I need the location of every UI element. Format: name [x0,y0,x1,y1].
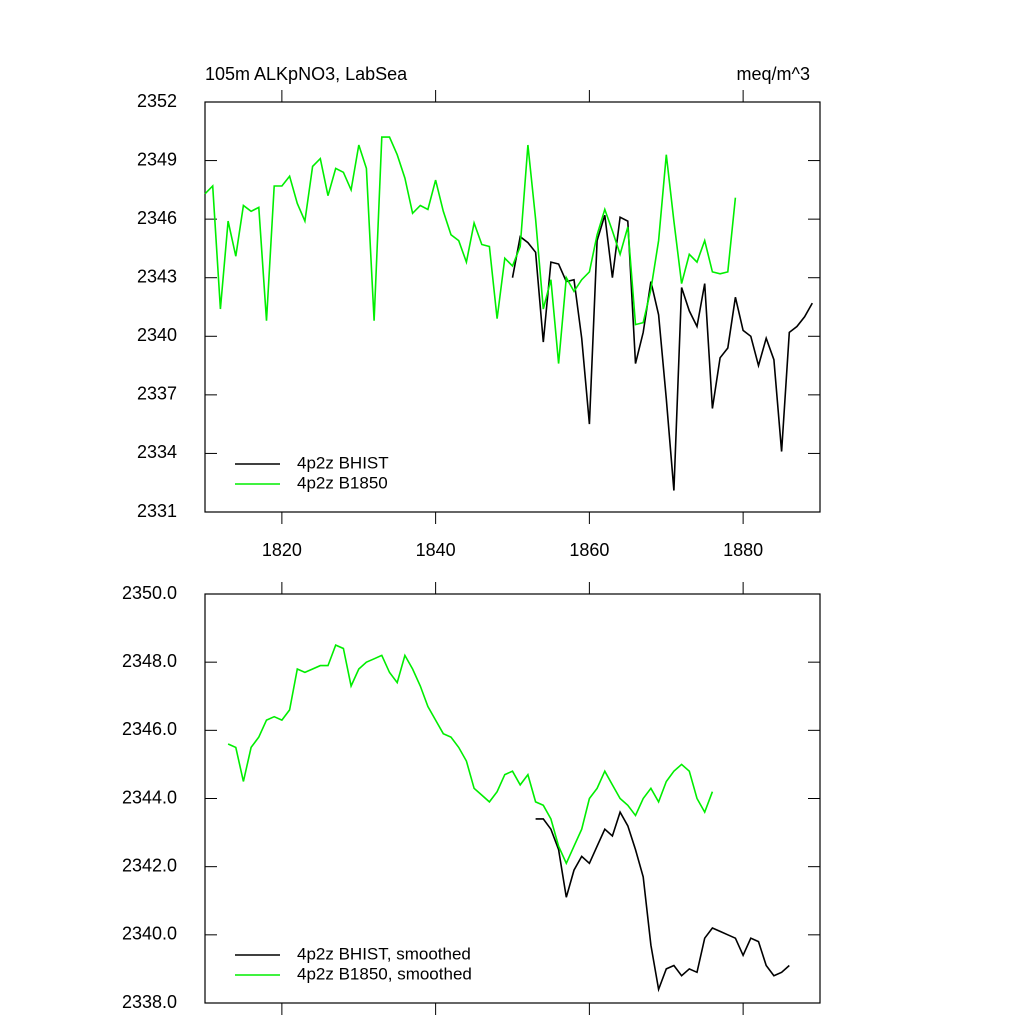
y-tick-label: 2331 [137,501,177,521]
y-tick-label: 2350.0 [122,583,177,603]
legend-label: 4p2z BHIST, smoothed [297,944,471,963]
plot-frame [204,101,821,513]
x-tick-label: 1860 [569,540,609,560]
x-tick-label: 1820 [262,540,302,560]
legend-label: 4p2z BHIST [297,453,389,472]
y-tick-label: 2343 [137,266,177,286]
y-tick-label: 2346 [137,208,177,228]
y-tick-label: 2340 [137,325,177,345]
series-line [227,644,714,866]
y-tick-label: 2340.0 [122,924,177,944]
y-tick-label: 2349 [137,149,177,169]
y-tick-label: 2338.0 [122,992,177,1012]
series-line [204,136,737,364]
legend-label: 4p2z B1850, smoothed [297,964,472,983]
y-tick-label: 2334 [137,442,177,462]
y-tick-label: 2342.0 [122,855,177,875]
units-label: meq/m^3 [737,64,810,84]
chart-title: 105m ALKpNO3, LabSea [205,64,408,84]
x-tick-label: 1840 [416,540,456,560]
y-tick-label: 2344.0 [122,787,177,807]
y-tick-label: 2346.0 [122,719,177,739]
plot-frame [204,593,821,1004]
y-tick-label: 2337 [137,384,177,404]
y-tick-label: 2348.0 [122,651,177,671]
x-tick-label: 1880 [723,540,763,560]
series-line [511,214,813,491]
y-tick-label: 2352 [137,91,177,111]
series-line [535,810,790,993]
legend-label: 4p2z B1850 [297,473,388,492]
